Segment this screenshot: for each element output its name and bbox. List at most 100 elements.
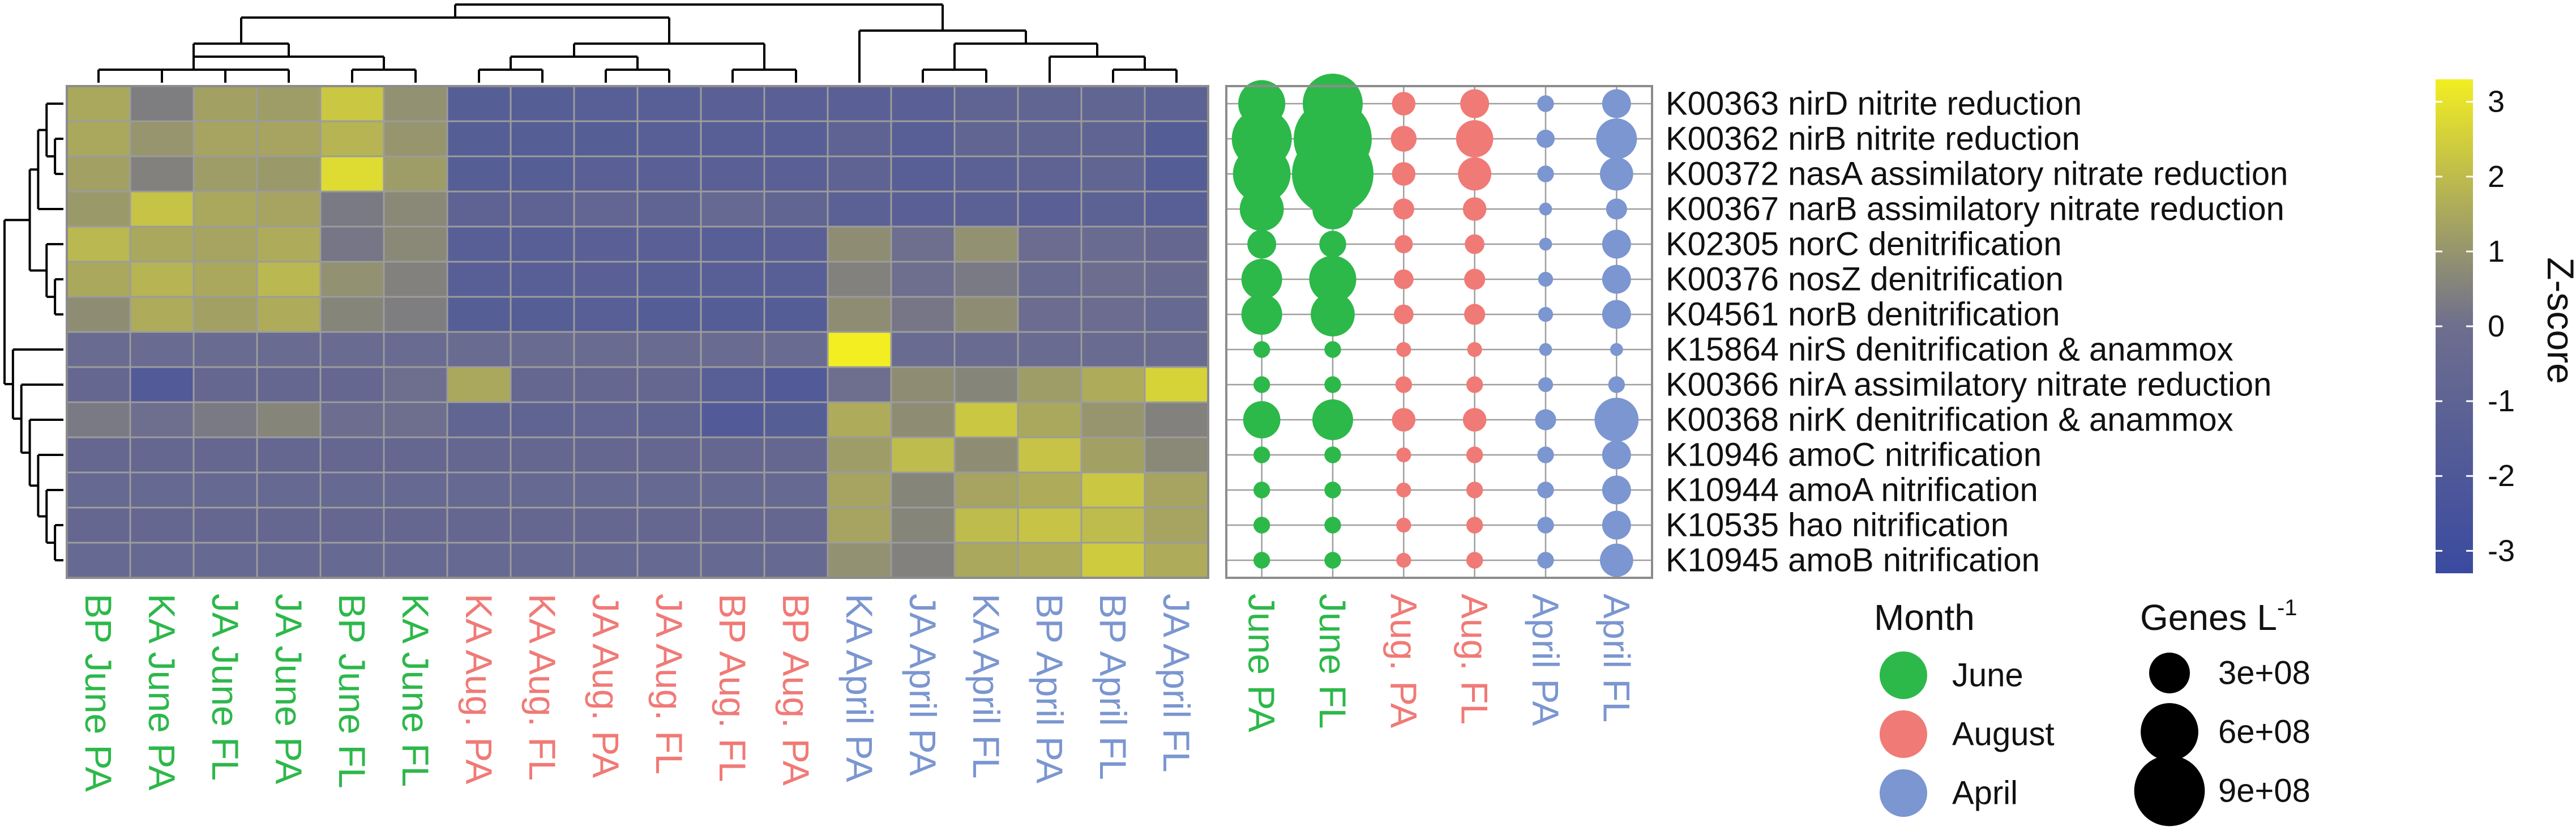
heatmap-cell <box>319 401 385 438</box>
heatmap-cell <box>827 331 892 368</box>
heatmap-cell <box>319 542 385 579</box>
heatmap-cell <box>129 296 195 333</box>
dot-plot-point <box>1324 482 1341 499</box>
heatmap-cell <box>319 85 385 122</box>
gene-row-label: K10945 amoB nitrification <box>1666 542 2040 579</box>
heatmap-cell <box>827 296 892 333</box>
size-legend-label: 3e+08 <box>2218 655 2310 692</box>
colorbar-title: Z-score <box>2540 257 2576 384</box>
heatmap-cell <box>1017 190 1082 228</box>
heatmap-cell <box>66 85 131 122</box>
heatmap-cell <box>890 296 956 333</box>
heatmap-cell <box>827 366 892 403</box>
heatmap-cell <box>383 120 448 157</box>
heatmap-cell <box>383 261 448 298</box>
heatmap-cell <box>1144 366 1209 403</box>
dot-plot-point <box>1247 229 1277 259</box>
heatmap-cell <box>510 120 575 157</box>
heatmap-cell <box>383 331 448 368</box>
heatmap-cell <box>1080 85 1146 122</box>
heatmap-cell <box>1017 296 1082 333</box>
heatmap-cell <box>700 120 765 157</box>
dot-plot-point <box>1610 343 1623 356</box>
dot-plot-point <box>1233 145 1291 203</box>
dot-plot-point <box>1392 408 1416 432</box>
dot-plot-column-label: Aug. PA <box>1383 594 1424 728</box>
dot-plot-point <box>1537 552 1554 569</box>
heatmap-cell <box>446 436 512 474</box>
dot-plot-point <box>1462 197 1487 221</box>
dot-plot-point <box>1458 157 1492 191</box>
heatmap-cell <box>319 261 385 298</box>
dot-plot-point <box>1393 198 1414 220</box>
heatmap-cell <box>763 225 829 263</box>
heatmap-cell <box>129 155 195 193</box>
heatmap-cell <box>256 296 322 333</box>
heatmap-cell <box>256 261 322 298</box>
heatmap-cell <box>573 261 639 298</box>
heatmap-cell <box>953 155 1019 193</box>
heatmap-cell <box>1080 366 1146 403</box>
dot-plot-point <box>1253 341 1270 358</box>
heatmap-cell <box>129 85 195 122</box>
heatmap-cell <box>383 366 448 403</box>
heatmap-cell <box>66 120 131 157</box>
heatmap-cell <box>636 436 702 474</box>
dot-plot-point <box>1602 300 1631 329</box>
heatmap-column-label: KA June PA <box>141 594 183 790</box>
heatmap-cell <box>510 542 575 579</box>
heatmap-cell <box>700 296 765 333</box>
dot-plot-background <box>1226 86 1652 578</box>
heatmap-cell <box>129 436 195 474</box>
heatmap-border <box>66 85 1209 579</box>
heatmap-cell <box>1080 190 1146 228</box>
heatmap-column-label: BP June PA <box>78 594 119 792</box>
heatmap-cell <box>890 542 956 579</box>
heatmap-cell <box>700 366 765 403</box>
heatmap-cell <box>129 542 195 579</box>
dot-plot-point <box>1602 89 1631 118</box>
heatmap-cell <box>1080 120 1146 157</box>
heatmap-cell <box>890 331 956 368</box>
heatmap-cell <box>763 542 829 579</box>
colorbar-ticks: 3 2 1 0 -1 -2 -3 <box>2436 85 2515 568</box>
heatmap-cell <box>510 155 575 193</box>
heatmap-cell <box>573 85 639 122</box>
heatmap-cell <box>319 331 385 368</box>
dot-plot-point <box>1466 517 1483 534</box>
heatmap-cell <box>573 225 639 263</box>
heatmap-cell <box>953 542 1019 579</box>
heatmap-cell <box>383 471 448 509</box>
heatmap-cell <box>256 120 322 157</box>
dot-plot-column-label: June PA <box>1241 594 1283 732</box>
dot-plot-point <box>1465 234 1485 254</box>
heatmap-cell <box>66 155 131 193</box>
heatmap-cell <box>1080 155 1146 193</box>
month-legend: Month June August April <box>1874 597 2055 817</box>
dot-plot-point <box>1539 343 1552 356</box>
dot-plot-point <box>1535 409 1556 431</box>
month-legend-label: August <box>1952 716 2055 753</box>
dot-plot-point <box>1241 259 1282 300</box>
heatmap-column-labels: BP June PA KA June PA JA June FL JA June PA… <box>78 594 1197 792</box>
heatmap-column-label: KA June FL <box>395 594 437 787</box>
dot-plot-point <box>1464 269 1486 290</box>
size-legend-title-superscript: -1 <box>2277 595 2297 620</box>
heatmap-cell <box>1144 471 1209 509</box>
heatmap-cell <box>510 225 575 263</box>
heatmap-cell <box>256 225 322 263</box>
heatmap-cell <box>129 331 195 368</box>
heatmap-column-label: JA June PA <box>268 594 310 784</box>
heatmap-cell <box>256 401 322 438</box>
heatmap-cell <box>1017 401 1082 438</box>
dot-plot-point <box>1396 517 1411 533</box>
heatmap-cell <box>573 366 639 403</box>
heatmap-cell <box>319 436 385 474</box>
size-legend-label: 6e+08 <box>2218 714 2310 751</box>
heatmap-cell <box>510 436 575 474</box>
heatmap-cell <box>66 506 131 544</box>
heatmap-cell <box>129 366 195 403</box>
dot-plot-point <box>1243 401 1281 438</box>
heatmap-cell <box>827 85 892 122</box>
